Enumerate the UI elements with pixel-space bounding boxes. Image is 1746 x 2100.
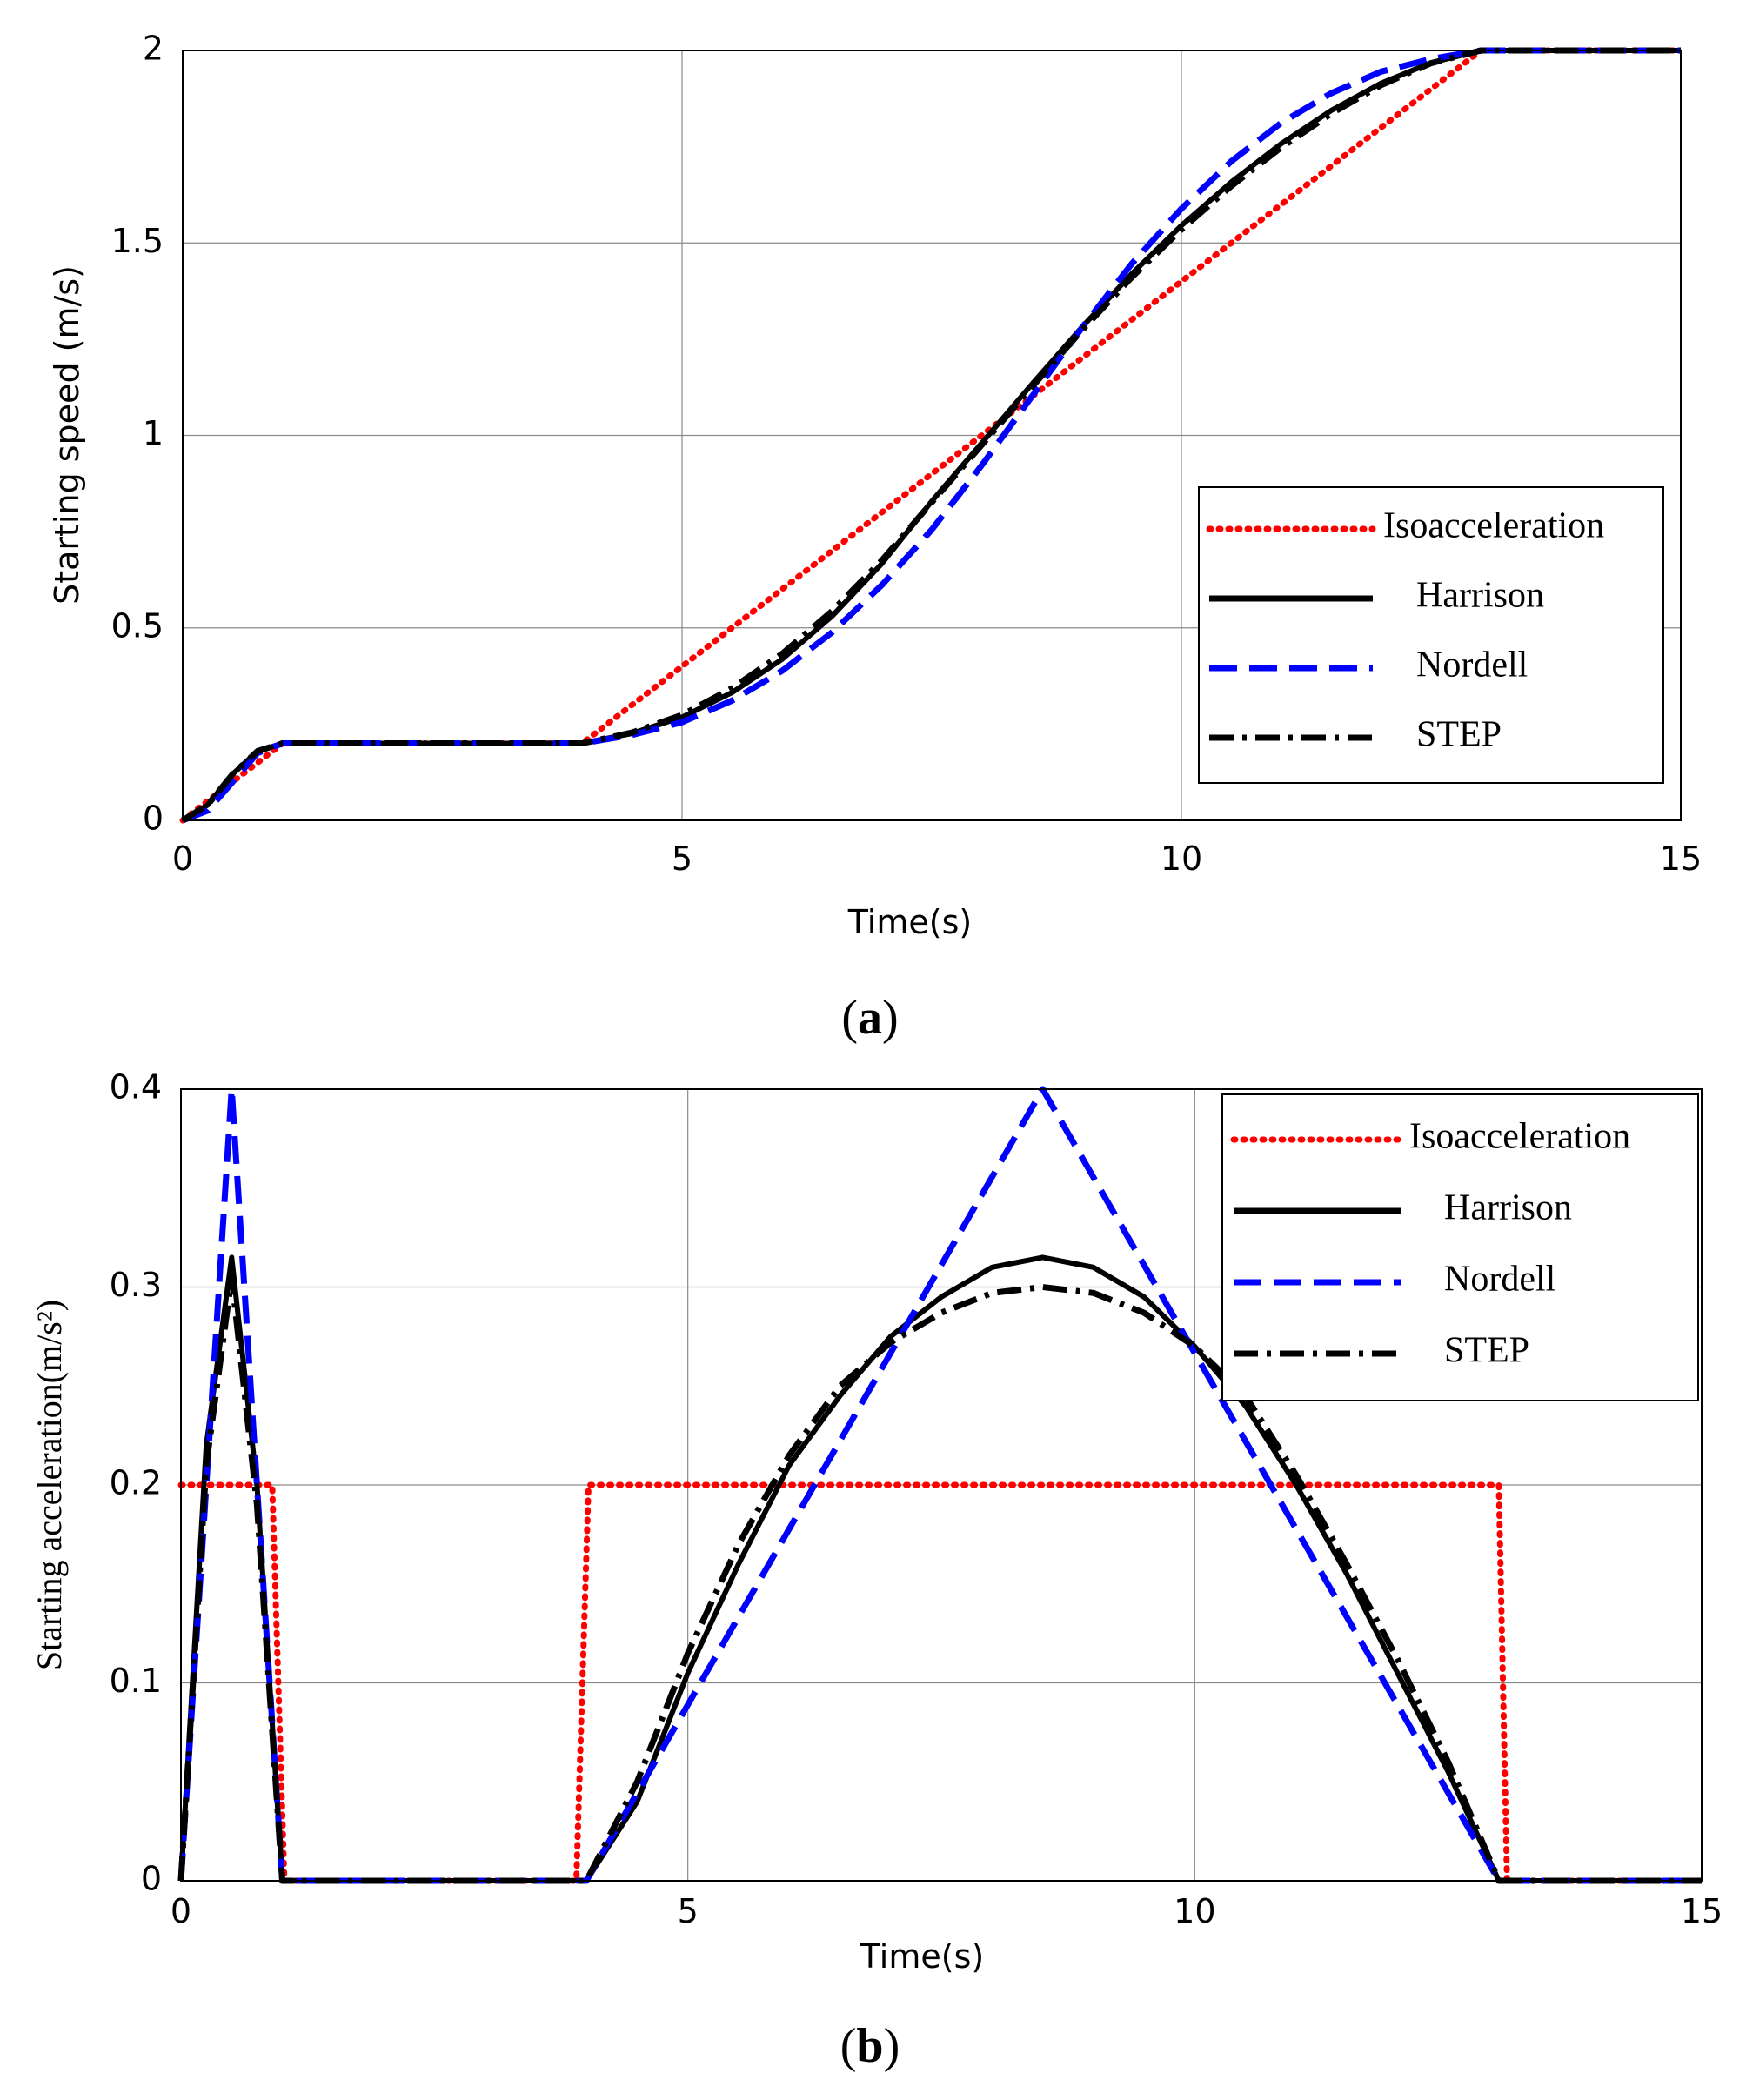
chart-b-y-tick-label-0-4: 0.4 xyxy=(110,1068,162,1107)
chart-b-legend-label-harrison: Harrison xyxy=(1444,1188,1572,1228)
chart-b-x-axis-label: Time(s) xyxy=(860,1937,984,1976)
chart-b-y-tick-label-0: 0 xyxy=(141,1860,162,1898)
chart-b-legend-label-nordell: Nordell xyxy=(1444,1260,1555,1300)
chart-b-legend-label-isoacceleration: Isoacceleration xyxy=(1409,1117,1630,1157)
chart-b-legend-label-step: STEP xyxy=(1444,1331,1529,1371)
chart-b: 0 5 10 15 0 0.1 0.2 0.3 0.4 Time(s) Starting acc… xyxy=(30,1068,1723,2074)
chart-b-legend-box xyxy=(1221,1093,1699,1401)
chart-b-ticks: 0 5 10 15 0 0.1 0.2 0.3 0.4 xyxy=(110,1068,1723,1931)
chart-a-y-tick-label-0: 0 xyxy=(143,799,164,838)
chart-a-x-tick-label-0: 0 xyxy=(172,839,193,878)
chart-a-legend-box xyxy=(1198,486,1664,784)
chart-a-x-tick-label-5: 5 xyxy=(672,839,692,878)
chart-b-x-tick-label-10: 10 xyxy=(1174,1892,1215,1930)
chart-a-legend-label-step: STEP xyxy=(1416,715,1502,755)
chart-b-x-tick-label-0: 0 xyxy=(171,1892,191,1930)
chart-a-legend-label-harrison: Harrison xyxy=(1416,576,1544,616)
chart-a-panel-caption: (a) xyxy=(841,991,898,1045)
chart-a-y-axis-label: Starting speed (m/s) xyxy=(48,265,86,605)
chart-a-ticks: 0 5 10 15 0 0.5 1 1.5 2 xyxy=(111,30,1703,879)
chart-a-y-tick-label-0-5: 0.5 xyxy=(111,606,164,645)
chart-a-grid xyxy=(183,50,1681,820)
chart-a: 0 5 10 15 0 0.5 1 1.5 2 Time(s) Starting speed (… xyxy=(48,30,1702,1046)
chart-b-panel-caption: (b) xyxy=(840,2019,900,2073)
chart-b-y-tick-label-0-1: 0.1 xyxy=(110,1662,162,1700)
chart-b-y-axis-label: Starting acceleration(m/s²) xyxy=(30,1300,69,1670)
chart-a-series-step-line xyxy=(181,47,1681,823)
chart-a-legend-label-nordell: Nordell xyxy=(1416,645,1528,686)
chart-a-y-tick-label-2: 2 xyxy=(143,30,164,68)
chart-b-x-tick-label-5: 5 xyxy=(678,1892,699,1930)
chart-a-legend: Isoacceleration Harrison Nordell STEP xyxy=(1198,486,1664,784)
chart-b-y-tick-label-0-2: 0.2 xyxy=(110,1464,162,1502)
chart-a-plot-frame xyxy=(182,50,1682,821)
chart-b-legend: Isoacceleration Harrison Nordell STEP xyxy=(1221,1093,1699,1401)
chart-a-panel-letter: a xyxy=(858,991,882,1045)
chart-b-y-tick-label-0-3: 0.3 xyxy=(110,1266,162,1304)
chart-b-plot-frame xyxy=(180,1088,1703,1882)
chart-a-x-axis-label: Time(s) xyxy=(847,903,972,941)
chart-a-legend-label-isoacceleration: Isoacceleration xyxy=(1383,506,1604,546)
chart-a-y-tick-label-1: 1 xyxy=(143,414,164,452)
chart-a-y-tick-label-1-5: 1.5 xyxy=(111,222,164,260)
chart-b-x-tick-label-15: 15 xyxy=(1681,1892,1723,1930)
chart-a-x-tick-label-15: 15 xyxy=(1660,839,1702,878)
chart-a-x-tick-label-10: 10 xyxy=(1161,839,1202,878)
chart-b-panel-letter: b xyxy=(856,2019,883,2073)
